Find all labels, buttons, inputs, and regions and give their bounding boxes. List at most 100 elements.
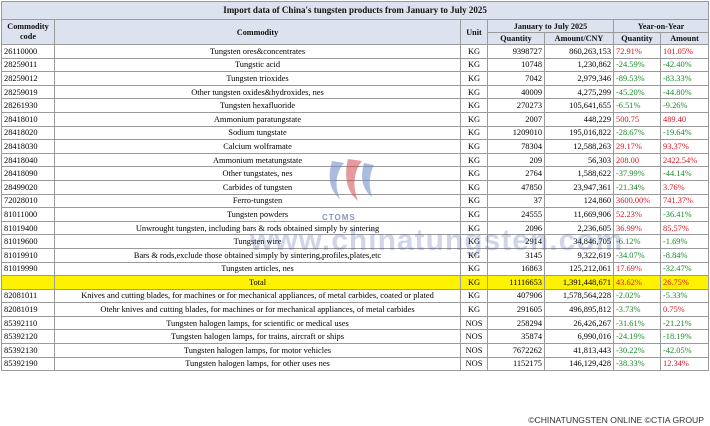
- amount-cell: 146,129,428: [544, 356, 614, 372]
- unit-cell: NOS: [460, 315, 488, 331]
- commodity-name-cell: Tungsten trioxides: [54, 71, 461, 86]
- yoy-quantity-cell: 500.75: [613, 111, 661, 127]
- unit-cell: KG: [460, 57, 488, 73]
- quantity-cell: 37: [487, 193, 545, 209]
- yoy-amount-cell: -36.41%: [659, 207, 710, 222]
- table-row: 85392120 Tungsten halogen lamps, for trai…: [1, 329, 710, 345]
- amount-cell: 26,426,267: [544, 315, 614, 331]
- table-row: 85392110 Tungsten halogen lamps, for scie…: [1, 315, 710, 331]
- commodity-name-cell: Tungsten articles, nes: [54, 261, 461, 277]
- table-row: 81019400 Unwrought tungsten, including ba…: [1, 220, 710, 236]
- yoy-quantity-cell: 52.23%: [613, 207, 661, 222]
- commodity-code-cell: [1, 275, 55, 290]
- unit-cell: KG: [460, 166, 488, 181]
- table-row: 28499020 Carbides of tungsten KG 47850 23,94…: [1, 179, 710, 195]
- amount-cell: 860,263,153: [544, 44, 614, 59]
- table-row: 85392190 Tungsten halogen lamps, for othe…: [1, 356, 710, 372]
- yoy-quantity-cell: -37.99%: [613, 166, 661, 181]
- commodity-code-cell: 28261930: [1, 98, 55, 113]
- amount-cell: 1,230,862: [544, 57, 614, 73]
- quantity-cell: 291605: [487, 302, 545, 317]
- commodity-name-cell: Tungsten ores&concentrates: [54, 44, 461, 59]
- yoy-amount-cell: 741.37%: [659, 193, 710, 209]
- commodity-code-cell: 81019910: [1, 247, 55, 263]
- unit-cell: KG: [460, 44, 488, 59]
- amount-cell: 496,895,812: [544, 302, 614, 317]
- commodity-code-cell: 81011000: [1, 207, 55, 222]
- unit-cell: KG: [460, 302, 488, 317]
- table-row: 81019990 Tungsten articles, nes KG 16863 125…: [1, 261, 710, 277]
- yoy-amount-cell: 12.34%: [659, 356, 710, 372]
- yoy-quantity-cell: 29.17%: [613, 139, 661, 154]
- unit-cell: NOS: [460, 329, 488, 345]
- quantity-cell: 9398727: [487, 44, 545, 59]
- commodity-code-cell: 85392120: [1, 329, 55, 345]
- yoy-quantity-cell: -3.73%: [613, 302, 661, 317]
- quantity-cell: 7042: [487, 71, 545, 86]
- yoy-quantity-cell: -21.34%: [613, 179, 661, 195]
- commodity-name-cell: Other tungstates, nes: [54, 166, 461, 181]
- quantity-cell: 47850: [487, 179, 545, 195]
- commodity-code-cell: 85392110: [1, 315, 55, 331]
- quantity-cell: 1209010: [487, 125, 545, 141]
- header-unit: Unit: [460, 19, 488, 45]
- ctoms-logo-watermark: [329, 159, 374, 201]
- yoy-amount-cell: -44.14%: [659, 166, 710, 181]
- yoy-quantity-cell: 17.69%: [613, 261, 661, 277]
- unit-cell: KG: [460, 125, 488, 141]
- amount-cell: 11,669,906: [544, 207, 614, 222]
- quantity-cell: 35874: [487, 329, 545, 345]
- amount-cell: 124,860: [544, 193, 614, 209]
- amount-cell: 2,979,346: [544, 71, 614, 86]
- header-commodity-code: Commodity code: [1, 19, 55, 45]
- watermark-brand: CTOMS: [322, 213, 356, 222]
- yoy-amount-cell: -5.33%: [659, 288, 710, 304]
- amount-cell: 12,588,263: [544, 139, 614, 154]
- yoy-quantity-cell: -89.53%: [613, 71, 661, 86]
- header-yoy-quantity: Quantity: [613, 32, 661, 45]
- yoy-quantity-cell: 72.91%: [613, 44, 661, 59]
- amount-cell: 1,588,622: [544, 166, 614, 181]
- amount-cell: 125,212,061: [544, 261, 614, 277]
- yoy-quantity-cell: -24.59%: [613, 57, 661, 73]
- table-row: 26110000 Tungsten ores&concentrates KG 9398…: [1, 44, 710, 59]
- commodity-name-cell: Knives and cutting blades, for machines …: [54, 288, 461, 304]
- quantity-cell: 11116653: [487, 275, 545, 290]
- amount-cell: 6,990,016: [544, 329, 614, 345]
- yoy-amount-cell: -19.64%: [659, 125, 710, 141]
- commodity-name-cell: Other tungsten oxides&hydroxides, nes: [54, 84, 461, 100]
- unit-cell: KG: [460, 179, 488, 195]
- unit-cell: KG: [460, 261, 488, 277]
- total-row: Total KG 11116653 1,391,448,671 43.62% 26.75%: [1, 275, 710, 290]
- unit-cell: NOS: [460, 343, 488, 358]
- quantity-cell: 24555: [487, 207, 545, 222]
- yoy-amount-cell: -44.80%: [659, 84, 710, 100]
- footer-copyright: ©CHINATUNGSTEN ONLINE ©CTIA GROUP: [528, 415, 704, 425]
- table-row: 28418030 Calcium wolframate KG 78304 12,588,…: [1, 139, 710, 154]
- commodity-code-cell: 28418090: [1, 166, 55, 181]
- commodity-code-cell: 28418030: [1, 139, 55, 154]
- yoy-quantity-cell: -2.02%: [613, 288, 661, 304]
- commodity-code-cell: 85392190: [1, 356, 55, 372]
- quantity-cell: 258294: [487, 315, 545, 331]
- table-row: 28418020 Sodium tungstate KG 1209010 195,016…: [1, 125, 710, 141]
- yoy-amount-cell: -18.19%: [659, 329, 710, 345]
- yoy-amount-cell: -8.84%: [659, 247, 710, 263]
- yoy-amount-cell: 93.37%: [659, 139, 710, 154]
- quantity-cell: 2007: [487, 111, 545, 127]
- header-yoy: Year-on-Year: [612, 19, 710, 33]
- commodity-code-cell: 28259019: [1, 84, 55, 100]
- unit-cell: KG: [460, 207, 488, 222]
- yoy-quantity-cell: -38.33%: [613, 356, 661, 372]
- quantity-cell: 40009: [487, 84, 545, 100]
- yoy-quantity-cell: -30.22%: [613, 343, 661, 358]
- unit-cell: KG: [460, 111, 488, 127]
- unit-cell: KG: [460, 275, 488, 290]
- commodity-name-cell: Sodium tungstate: [54, 125, 461, 141]
- unit-cell: KG: [460, 98, 488, 113]
- amount-cell: 195,016,822: [544, 125, 614, 141]
- commodity-code-cell: 81019400: [1, 220, 55, 236]
- quantity-cell: 1152175: [487, 356, 545, 372]
- yoy-quantity-cell: -24.19%: [613, 329, 661, 345]
